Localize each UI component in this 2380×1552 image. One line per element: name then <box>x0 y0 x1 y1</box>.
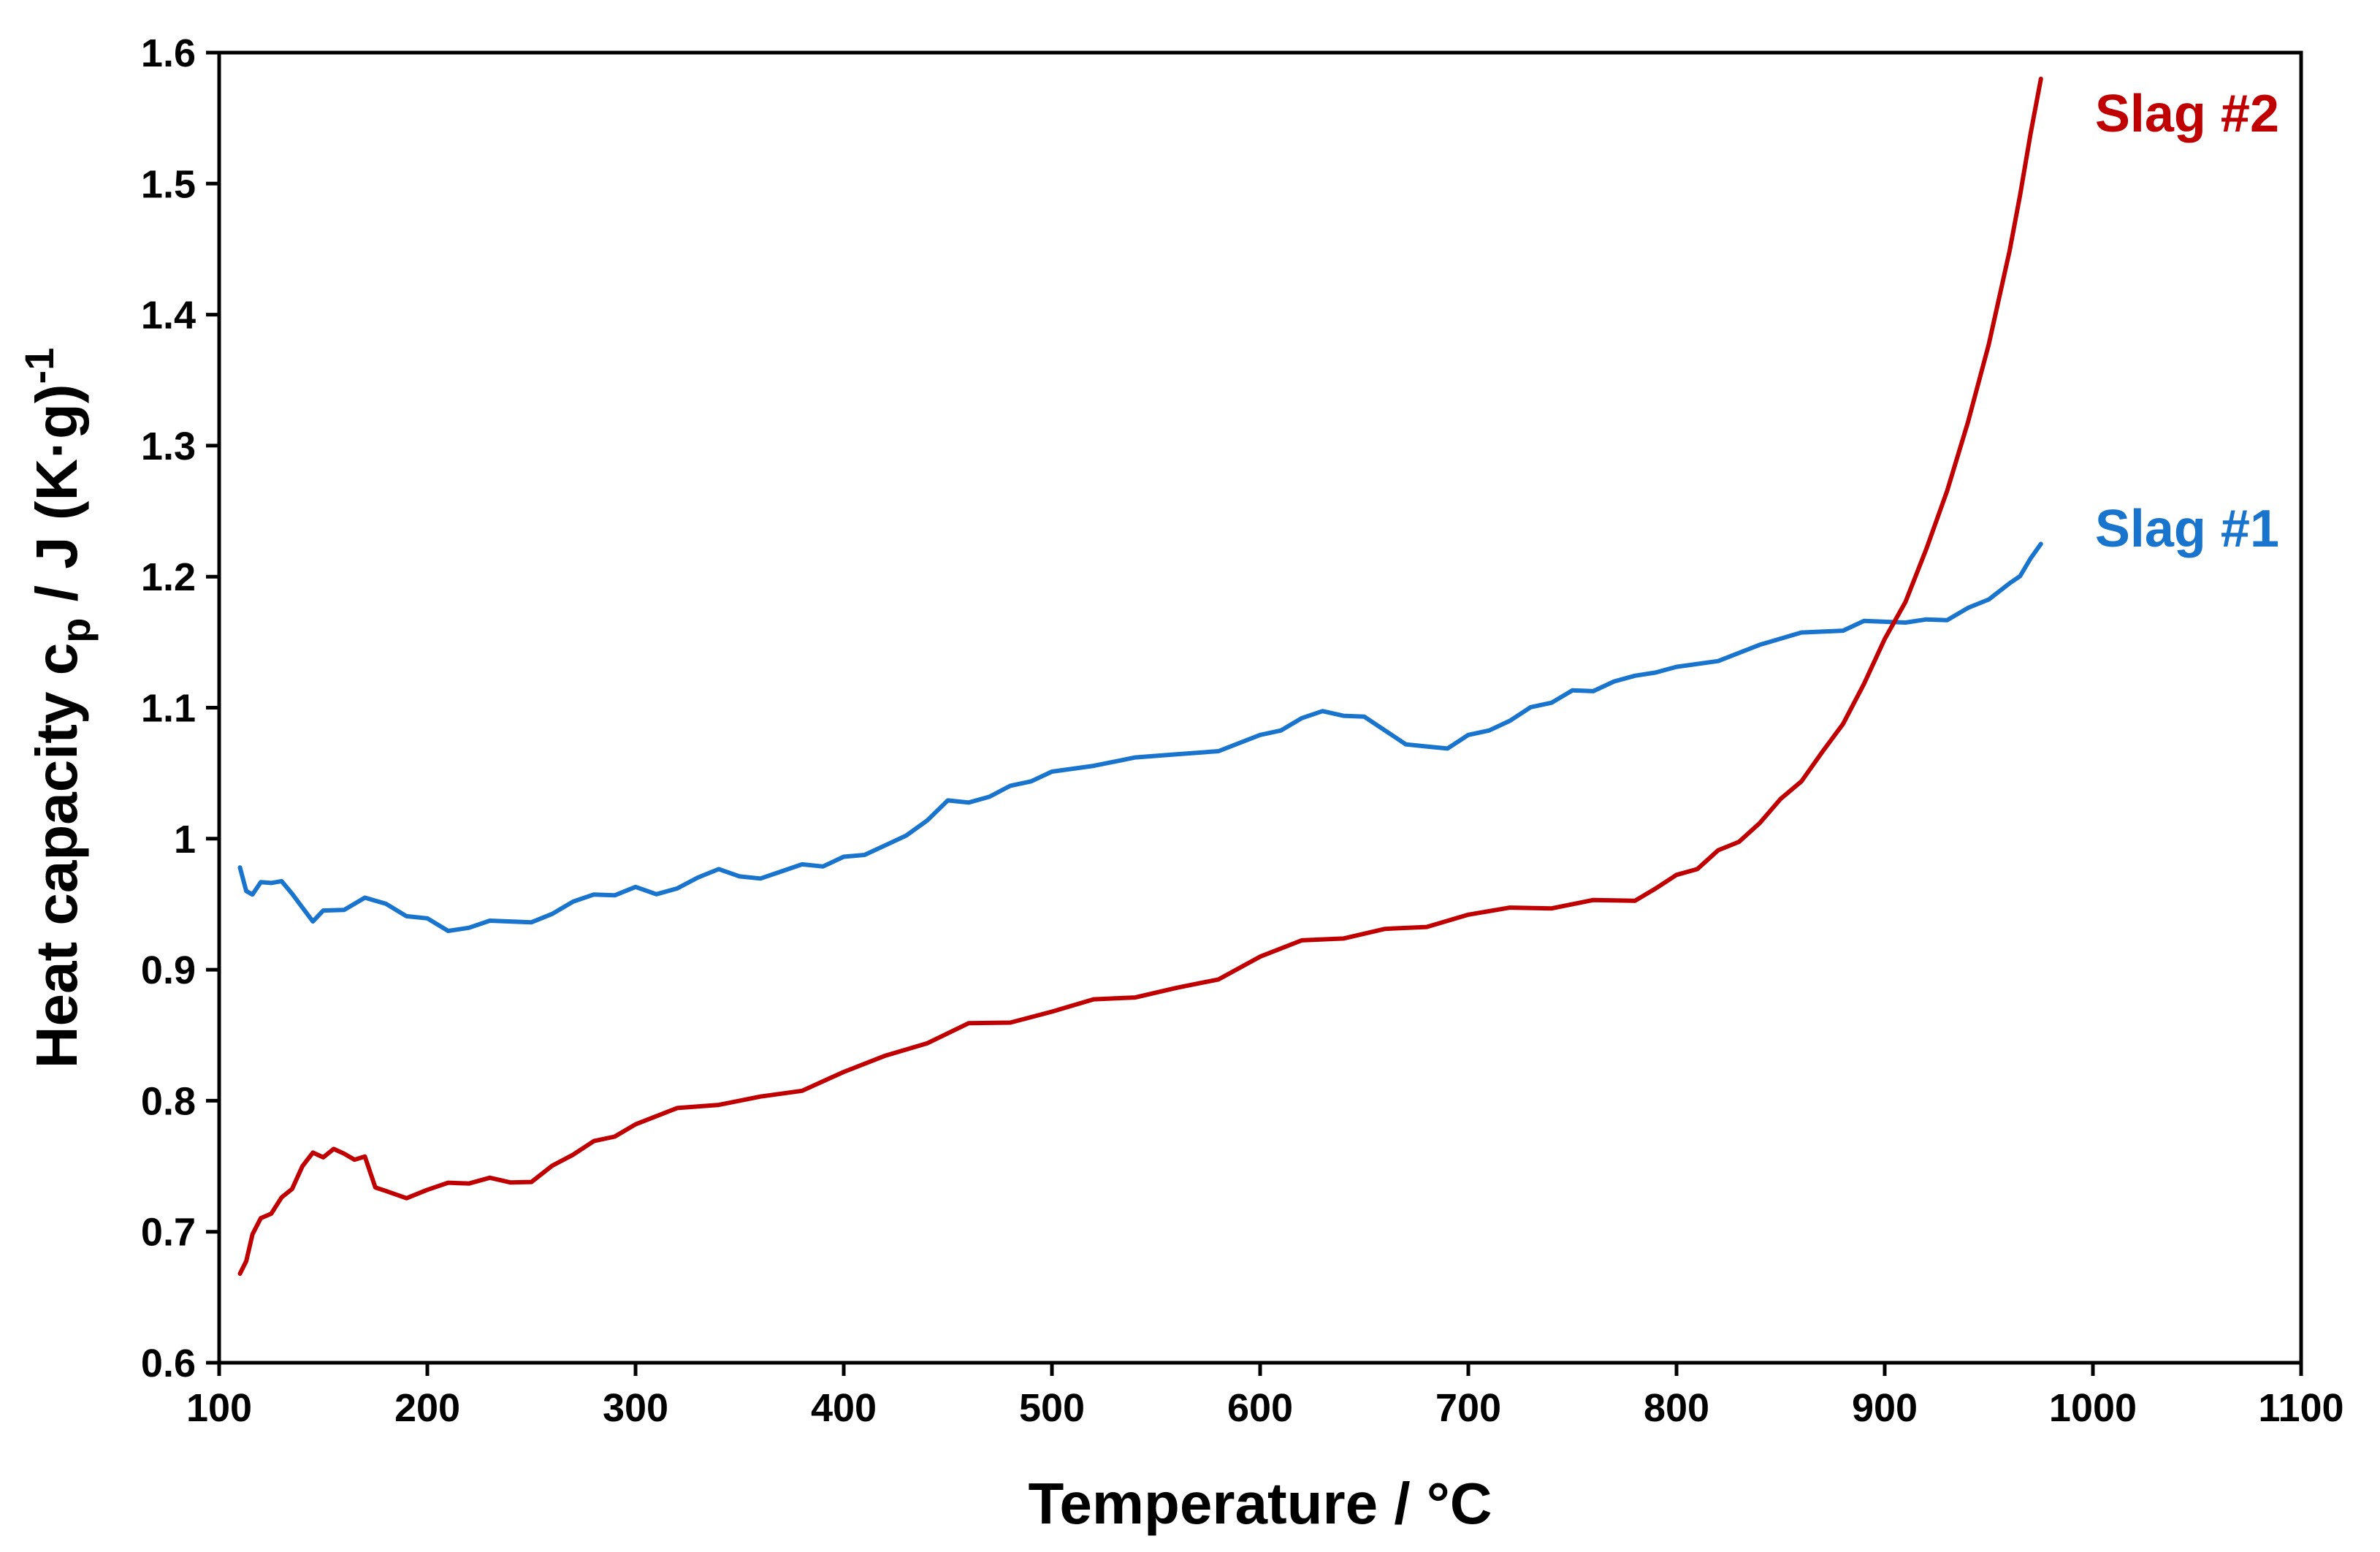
x-tick-label: 700 <box>1435 1386 1501 1430</box>
x-axis-ticks: 100 200 300 400 500 600 700 800 900 1000 1100 <box>186 1363 2344 1430</box>
y-tick-label: 1.3 <box>141 425 196 468</box>
x-tick-label: 1100 <box>2258 1386 2343 1430</box>
series-lines <box>237 76 2043 1277</box>
y-tick-label: 1.6 <box>141 31 196 75</box>
y-axis-title: Heat capacity cp / J (K·g)-1 <box>16 348 99 1069</box>
series-label-slag-1: Slag #1 <box>2095 500 2279 558</box>
y-tick-label: 1.5 <box>141 162 196 206</box>
y-axis-title-main: Heat capacity c <box>24 643 89 1069</box>
x-tick-label: 200 <box>394 1386 460 1430</box>
y-tick-label: 0.6 <box>141 1342 196 1385</box>
x-tick-label: 100 <box>186 1386 252 1430</box>
series-line-slag-2 <box>237 76 2043 1277</box>
y-tick-label: 0.8 <box>141 1079 196 1123</box>
plot-frame <box>217 50 2303 1365</box>
y-axis-title-subscript: p <box>53 618 99 643</box>
x-tick-label: 400 <box>811 1386 877 1430</box>
y-axis-title-superscript: -1 <box>16 348 62 384</box>
series-label-slag-2: Slag #2 <box>2095 85 2279 143</box>
y-axis-title-unit: / J (K·g) <box>24 384 89 618</box>
x-tick-label: 500 <box>1019 1386 1085 1430</box>
y-tick-label: 1.1 <box>141 687 196 731</box>
x-axis-title: Temperature / °C <box>1028 1471 1492 1536</box>
x-tick-label: 1000 <box>2049 1386 2137 1430</box>
x-tick-label: 900 <box>1852 1386 1918 1430</box>
x-tick-label: 300 <box>603 1386 668 1430</box>
y-tick-label: 1 <box>174 818 196 861</box>
y-tick-label: 1.4 <box>141 294 196 338</box>
y-axis-ticks: 0.6 0.7 0.8 0.9 1 1.1 1.2 1.3 1.4 1.5 1.6 <box>141 31 219 1385</box>
y-tick-label: 1.2 <box>141 555 196 599</box>
series-line-slag-1 <box>237 541 2043 933</box>
y-tick-label: 0.9 <box>141 948 196 992</box>
x-tick-label: 600 <box>1227 1386 1293 1430</box>
y-tick-label: 0.7 <box>141 1211 196 1255</box>
x-tick-label: 800 <box>1644 1386 1709 1430</box>
